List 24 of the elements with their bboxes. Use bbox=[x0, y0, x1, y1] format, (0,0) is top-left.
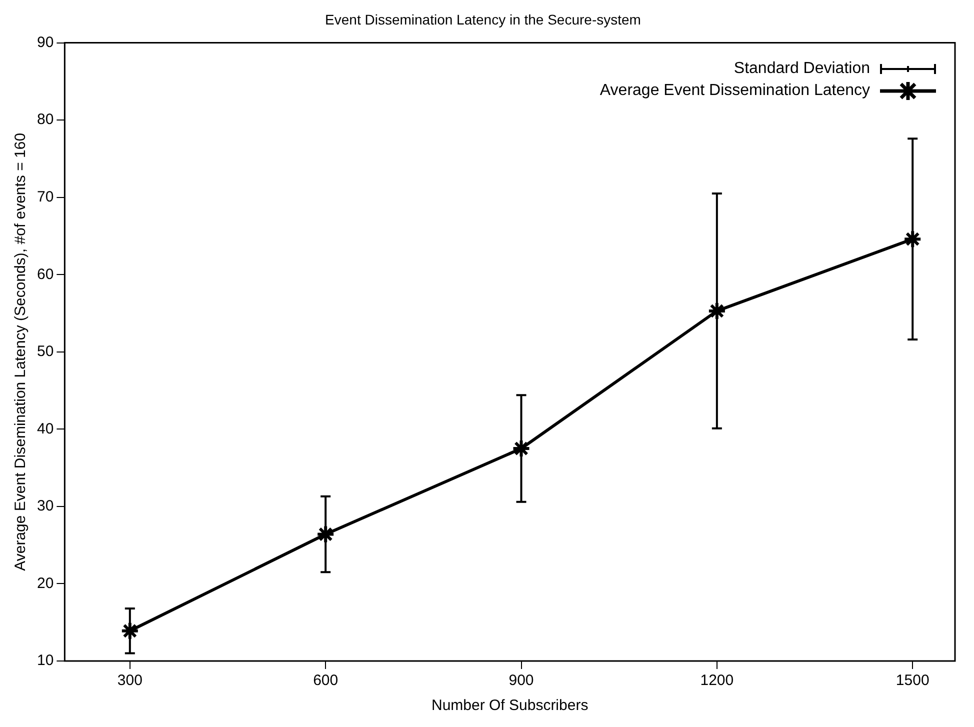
annotation: Standard Deviation bbox=[734, 60, 870, 78]
x-axis-title: Number Of Subscribers bbox=[431, 697, 588, 714]
point bbox=[316, 524, 336, 544]
y-tick-label: 40 bbox=[36, 420, 54, 438]
legend-label: Average Event Dissemination Latency bbox=[600, 82, 870, 100]
y-tick-label: 50 bbox=[36, 343, 54, 360]
point bbox=[707, 301, 726, 320]
y-tick-label: 60 bbox=[36, 266, 54, 283]
x-tick-label: 600 bbox=[313, 672, 338, 690]
x-tick-label: 1200 bbox=[700, 672, 734, 690]
x-tick-label: 300 bbox=[117, 672, 142, 690]
chart-title: Event Dissemination Latency in the Secure-system bbox=[325, 11, 641, 28]
point bbox=[903, 230, 922, 249]
y-tick-label: 90 bbox=[36, 34, 54, 51]
x-tick-label: 900 bbox=[508, 672, 534, 690]
y-tick-label: 30 bbox=[36, 498, 54, 515]
y-tick-label: 10 bbox=[36, 652, 54, 670]
point bbox=[512, 438, 531, 458]
y-tick-label: 80 bbox=[36, 111, 54, 128]
y-axis-title: Average Event Disemination Latency (Seconds), #of events = 160 bbox=[12, 132, 30, 571]
y-tick-label: 70 bbox=[36, 188, 54, 206]
x-tick-label: 1500 bbox=[896, 672, 930, 690]
y-tick-label: 20 bbox=[36, 574, 54, 592]
point bbox=[120, 621, 140, 640]
